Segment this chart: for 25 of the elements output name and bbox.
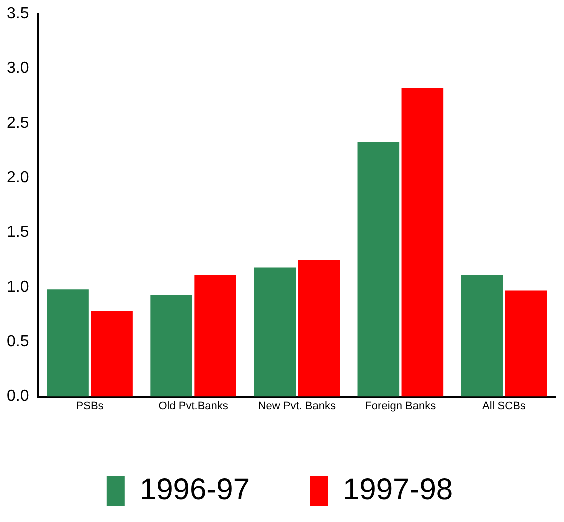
- x-tick-label: All SCBs: [482, 400, 526, 412]
- y-tick-label: 3.0: [6, 60, 30, 78]
- x-tick-label: New Pvt. Banks: [258, 400, 336, 412]
- bar: [194, 275, 236, 397]
- legend-label: 1996-97: [140, 473, 250, 506]
- y-tick-label: 0.0: [6, 388, 30, 406]
- bar: [505, 290, 548, 397]
- y-tick-label: 0.5: [6, 334, 30, 351]
- bar: [461, 275, 504, 397]
- legend-label: 1997-98: [343, 473, 454, 506]
- y-tick-label: 2.5: [6, 114, 30, 132]
- y-tick-label: 3.5: [6, 5, 30, 22]
- bar: [150, 295, 192, 397]
- y-tick-label: 1.5: [6, 224, 30, 242]
- x-tick-label: Foreign Banks: [365, 400, 437, 412]
- y-tick-label: 1.0: [6, 278, 30, 296]
- bar: [47, 290, 89, 397]
- bar: [358, 142, 400, 397]
- bar: [254, 268, 296, 397]
- bar: [91, 311, 133, 397]
- bar: [402, 88, 444, 397]
- x-tick-label: PSBs: [76, 400, 104, 412]
- bar: [298, 260, 340, 397]
- x-tick-label: Old Pvt.Banks: [158, 400, 229, 412]
- y-tick-label: 2.0: [6, 169, 30, 186]
